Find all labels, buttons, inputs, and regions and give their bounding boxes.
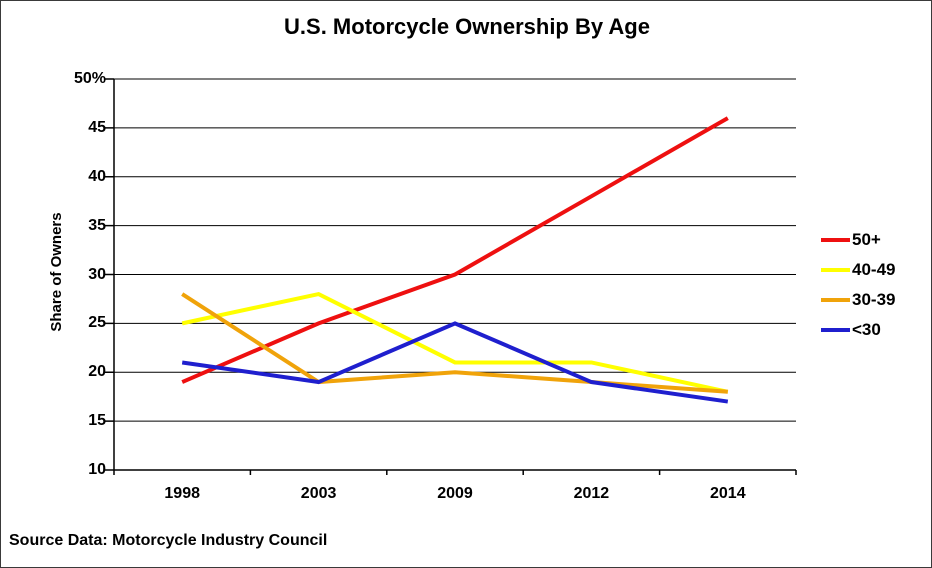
y-tick-label: 15 bbox=[88, 412, 106, 430]
legend-item-<30: <30 bbox=[821, 315, 895, 345]
legend-swatch-icon bbox=[821, 298, 850, 302]
legend-item-50+: 50+ bbox=[821, 225, 895, 255]
chart-title: U.S. Motorcycle Ownership By Age bbox=[284, 14, 650, 39]
y-tick-label: 10 bbox=[88, 461, 106, 478]
y-tick-label: 45 bbox=[88, 118, 106, 136]
legend-label: <30 bbox=[852, 320, 881, 339]
legend-swatch-icon bbox=[821, 238, 850, 242]
legend: 50+ 40-49 30-39 <30 bbox=[821, 225, 895, 345]
series-line-<30 bbox=[181, 321, 729, 404]
legend-swatch-icon bbox=[821, 268, 850, 272]
series-line-50+ bbox=[181, 116, 729, 384]
y-tick-label: 30 bbox=[88, 265, 106, 283]
y-tick-label: 25 bbox=[88, 314, 106, 332]
y-tick-label: 20 bbox=[88, 363, 106, 381]
x-tick-label: 1998 bbox=[164, 485, 200, 502]
y-tick-label: 40 bbox=[88, 167, 106, 185]
y-tick-label: 35 bbox=[88, 216, 106, 234]
source-note: Source Data: Motorcycle Industry Council bbox=[9, 532, 328, 549]
x-tick-label: 2014 bbox=[710, 485, 746, 502]
x-tick-label: 2003 bbox=[300, 485, 337, 502]
legend-item-40-49: 40-49 bbox=[821, 255, 895, 285]
y-tick-label: 50% bbox=[73, 70, 106, 87]
legend-swatch-icon bbox=[821, 328, 850, 332]
series-line-30-39 bbox=[181, 292, 728, 394]
legend-label: 30-39 bbox=[852, 290, 896, 309]
legend-label: 40-49 bbox=[852, 260, 896, 279]
x-tick-label: 2012 bbox=[573, 485, 610, 502]
legend-item-30-39: 30-39 bbox=[821, 285, 895, 315]
series-line-40-49 bbox=[181, 291, 729, 394]
legend-label: 50+ bbox=[852, 230, 881, 249]
x-tick-label: 2009 bbox=[437, 485, 473, 502]
